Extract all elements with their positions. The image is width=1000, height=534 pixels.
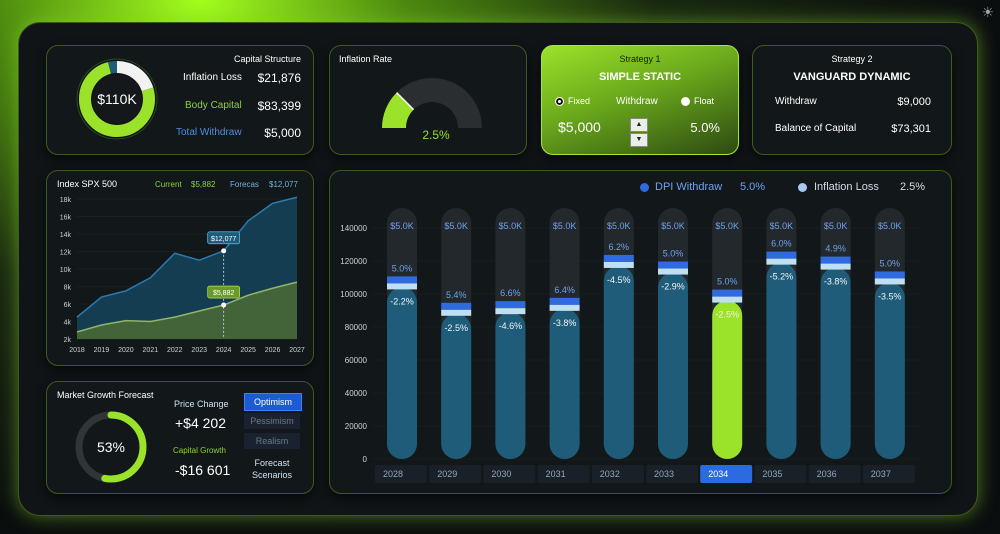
strategy1-panel[interactable]: Strategy 1 SIMPLE STATIC Fixed Withdraw …	[541, 45, 739, 155]
withdraw-label: Withdraw	[616, 96, 658, 107]
capital-donut-value: $110K	[97, 91, 137, 107]
inflation-loss-value: $21,876	[257, 71, 301, 85]
capital-structure-panel: $110K Capital Structure Inflation Loss $…	[46, 45, 314, 155]
inflation-rate-panel: Inflation Rate 2.5%	[329, 45, 527, 155]
y-tick-label: 6k	[64, 302, 72, 309]
inflation-legend-label: Inflation Loss	[814, 181, 879, 193]
body-capital-value: $83,399	[257, 99, 301, 113]
bar-chart-panel: DPI Withdraw 5.0% Inflation Loss 2.5%	[329, 170, 952, 494]
capital-donut	[76, 58, 158, 140]
withdraw-value: $5,000	[558, 119, 601, 135]
y-tick-label: 4k	[64, 320, 72, 327]
y-tick-label: 10k	[60, 267, 72, 274]
strategy2-balance-value: $73,301	[891, 123, 931, 135]
index-current-label: Current	[155, 180, 182, 189]
y-tick-label: 16k	[60, 215, 72, 222]
withdraw-legend-dot	[640, 183, 649, 192]
price-change-label: Price Change	[174, 399, 229, 409]
inflation-rate-title: Inflation Rate	[339, 54, 393, 64]
x-tick-label: 2020	[118, 347, 134, 354]
x-tick-label: 2022	[167, 347, 183, 354]
forecast-scenarios-label: Forecast Scenarios	[244, 457, 300, 481]
marker-callout	[207, 285, 240, 299]
index-panel: Index SPX 500 Current $5,882 Forecas $12…	[46, 170, 314, 366]
index-area-chart: 2k 4k 6k 8k 10k 12k 14k 16k 18k 2018 2019 2020 2021 2…	[60, 196, 305, 354]
x-tick-label: 2018	[69, 347, 85, 354]
index-title: Index SPX 500	[57, 179, 118, 189]
scenario-optimism[interactable]: Optimism	[244, 393, 302, 411]
area-line-forecast	[76, 196, 298, 318]
withdraw-spinner[interactable]: ▲ ▼	[630, 118, 648, 147]
capital-growth-label: Capital Growth	[173, 446, 226, 455]
y-tick-label: 14k	[60, 232, 72, 239]
strategy2-balance-label: Balance of Capital	[775, 123, 857, 134]
strategy1-rate: 5.0%	[690, 120, 720, 135]
x-tick-label: 2021	[143, 347, 159, 354]
strategy1-title: Strategy 1	[619, 54, 661, 64]
area-line-current	[76, 281, 298, 333]
y-tick-label: 18k	[60, 197, 72, 204]
x-tick-label: 2023	[191, 347, 207, 354]
x-tick-label: 2019	[94, 347, 110, 354]
y-tick-label: 8k	[64, 285, 72, 292]
inflation-legend-value: 2.5%	[900, 181, 926, 193]
marker-callout-label: $12,077	[211, 236, 236, 243]
x-tick-label: 2024	[216, 347, 232, 354]
forecast-scenarios-line2: Scenarios	[251, 470, 293, 480]
fixed-option[interactable]: Fixed	[555, 96, 591, 107]
capital-growth-value: -$16 601	[175, 462, 231, 478]
float-label: Float	[694, 96, 715, 106]
marker-dot	[221, 302, 227, 308]
spinner-up-button[interactable]: ▲	[630, 118, 648, 132]
strategy2-withdraw-value: $9,000	[897, 96, 931, 108]
marker-dot	[221, 248, 227, 254]
spinner-down-button[interactable]: ▼	[630, 133, 648, 147]
fixed-radio[interactable]	[555, 97, 564, 107]
index-current-value: $5,882	[191, 180, 216, 189]
total-withdraw-label: Total Withdraw	[176, 127, 242, 138]
growth-donut	[75, 411, 147, 483]
withdraw-legend-label: DPI Withdraw	[655, 181, 723, 193]
market-growth-panel: Market Growth Forecast 53% Price Change …	[46, 381, 314, 494]
y-tick-label: 2k	[64, 337, 72, 344]
strategy2-name: VANGUARD DYNAMIC	[793, 71, 911, 83]
strategy2-title: Strategy 2	[831, 54, 873, 64]
strategy1-name: SIMPLE STATIC	[598, 71, 682, 83]
theme-toggle-icon[interactable]: ☀	[981, 4, 994, 20]
x-tick-label: 2025	[240, 347, 256, 354]
area-series-current	[77, 282, 297, 339]
inflation-legend-dot	[798, 183, 807, 192]
scenario-pessimism[interactable]: Pessimism	[244, 413, 300, 429]
growth-percent: 53%	[96, 439, 126, 455]
withdraw-legend-value: 5.0%	[740, 181, 766, 193]
inflation-gauge	[382, 78, 482, 128]
float-option[interactable]: Float	[681, 96, 715, 107]
float-radio[interactable]	[681, 97, 690, 107]
forecast-scenarios-line1: Forecast	[254, 458, 290, 468]
x-tick-label: 2027	[289, 347, 305, 354]
fixed-label: Fixed	[568, 96, 591, 106]
price-change-value: +$4 202	[175, 415, 226, 431]
strategy2-withdraw-label: Withdraw	[775, 96, 817, 107]
strategy2-panel[interactable]: Strategy 2 VANGUARD DYNAMIC Withdraw $9,…	[752, 45, 952, 155]
x-tick-label: 2026	[265, 347, 281, 354]
marker-callout-label: $5,882	[213, 290, 235, 297]
inflation-rate-value: 2.5%	[422, 128, 450, 142]
body-capital-label: Body Capital	[185, 100, 242, 111]
marker-callout	[207, 231, 240, 245]
index-forecast-label: Forecas	[230, 180, 259, 189]
market-growth-title: Market Growth Forecast	[57, 390, 154, 400]
inflation-loss-label: Inflation Loss	[183, 72, 242, 83]
capital-structure-title: Capital Structure	[233, 54, 301, 64]
scenario-realism[interactable]: Realism	[244, 433, 300, 449]
total-withdraw-value: $5,000	[264, 126, 301, 140]
y-tick-label: 12k	[60, 250, 72, 257]
index-forecast-value: $12,077	[269, 180, 298, 189]
